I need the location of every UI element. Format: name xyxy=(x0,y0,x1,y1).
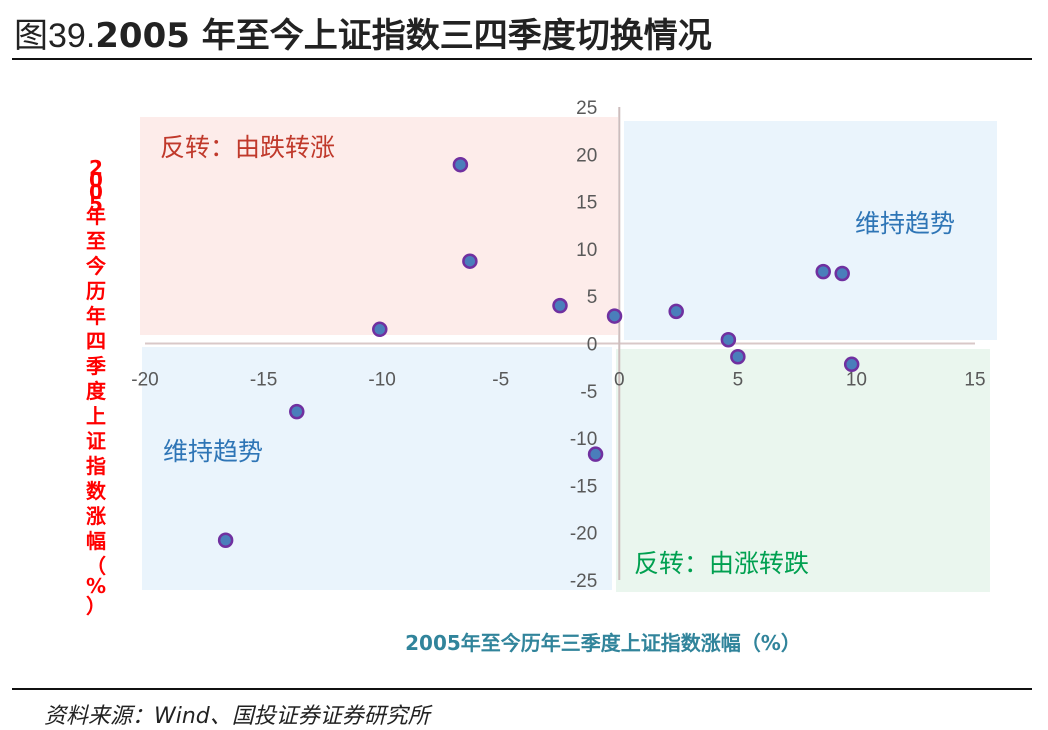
quadrant-label-top-left: 反转：由跌转涨 xyxy=(160,133,335,162)
y-tick-label: 25 xyxy=(576,98,597,119)
x-tick-label: -15 xyxy=(250,370,277,391)
quadrant-bottom-right xyxy=(616,349,990,592)
y-tick-label: -15 xyxy=(570,476,597,497)
y-axis-title: 2005年至今历年四季度上证指数涨幅（%） xyxy=(85,156,107,618)
x-tick-label: 10 xyxy=(846,370,867,391)
figure-title-text: 2005 年至今上证指数三四季度切换情况 xyxy=(95,16,712,56)
x-tick-label: 0 xyxy=(614,370,625,391)
data-point xyxy=(843,356,860,373)
quadrant-bottom-left xyxy=(142,347,612,590)
figure-title: 图39.2005 年至今上证指数三四季度切换情况 xyxy=(14,8,712,57)
data-point xyxy=(606,308,623,324)
data-point xyxy=(372,321,388,338)
quadrant-label-bottom-right: 反转：由涨转跌 xyxy=(634,549,809,578)
data-point xyxy=(552,297,568,314)
quadrant-label-bottom-left: 维持趋势 xyxy=(163,437,263,466)
x-tick-label: 15 xyxy=(964,370,985,391)
y-tick-label: 15 xyxy=(576,193,597,214)
data-point xyxy=(834,265,850,282)
data-point xyxy=(462,253,478,269)
data-point xyxy=(720,331,737,348)
y-tick-label: -25 xyxy=(570,571,597,592)
y-tick-label: -10 xyxy=(570,429,597,450)
top-rule xyxy=(12,58,1032,60)
y-tick-label: 10 xyxy=(576,240,597,261)
bottom-rule xyxy=(12,688,1032,690)
x-tick-label: -5 xyxy=(492,370,509,391)
y-tick-label: 0 xyxy=(587,335,598,356)
y-tick-label: 20 xyxy=(576,145,597,166)
x-tick-label: -20 xyxy=(131,370,158,391)
quadrant-top-right xyxy=(624,121,997,340)
figure-number: 图39. xyxy=(14,17,96,55)
data-point xyxy=(668,303,684,320)
y-tick-label: -20 xyxy=(570,524,597,545)
quadrant-top-left xyxy=(140,117,618,335)
data-point xyxy=(730,348,746,365)
x-tick-label: -10 xyxy=(368,370,395,391)
data-point xyxy=(289,403,305,420)
y-tick-label: 5 xyxy=(587,287,598,308)
y-tick-label: -5 xyxy=(580,382,597,403)
data-point xyxy=(217,532,234,549)
source-note: 资料来源：Wind、国投证券证券研究所 xyxy=(44,704,430,729)
data-point xyxy=(452,156,469,173)
quadrant-label-top-right: 维持趋势 xyxy=(855,209,955,238)
data-point xyxy=(815,263,831,280)
x-axis-title: 2005年至今历年三季度上证指数涨幅（%） xyxy=(405,631,801,655)
data-point xyxy=(587,446,604,462)
x-tick-label: 5 xyxy=(733,370,744,391)
